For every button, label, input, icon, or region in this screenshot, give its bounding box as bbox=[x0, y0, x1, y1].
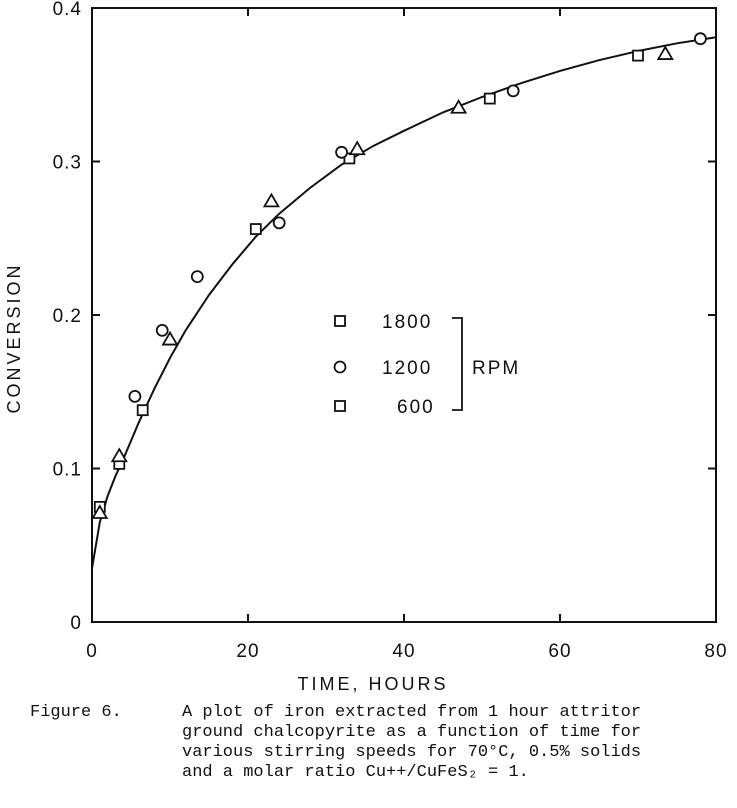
legend-entry-600: 600 bbox=[334, 397, 435, 418]
point-triangle-600 bbox=[450, 98, 468, 114]
y-tick-label: 0.1 bbox=[53, 460, 82, 481]
point-square-1800 bbox=[632, 49, 644, 62]
fit-curve bbox=[91, 36, 717, 569]
x-tick-label: 60 bbox=[548, 641, 571, 662]
legend-marker-circle bbox=[333, 360, 347, 374]
point-triangle-600 bbox=[656, 45, 674, 60]
legend-label-1800: 1800 bbox=[382, 312, 432, 333]
x-tick-label: 0 bbox=[86, 641, 98, 662]
point-circle-1200 bbox=[155, 323, 169, 337]
y-axis-label: CONVERSION bbox=[4, 262, 24, 413]
conversion-chart: 0 20 40 60 80 0 0.1 0.2 0.3 0.4 TIME, HOURS CONV… bbox=[4, 0, 727, 694]
caption-figure-number: Figure 6. bbox=[30, 703, 122, 722]
legend-entry-1800: 1800 bbox=[334, 312, 432, 333]
caption-text: and a molar ratio Cu++/CuFeS₂ = 1. bbox=[182, 763, 529, 782]
y-tick-label: 0.3 bbox=[53, 153, 82, 174]
caption-line: and a molar ratio Cu++/CuFeS₂ = 1. bbox=[30, 763, 735, 783]
point-triangle-600 bbox=[348, 140, 366, 156]
legend-marker-600 bbox=[334, 400, 346, 412]
legend-entry-1200: 1200 bbox=[333, 358, 432, 379]
point-circle-1200 bbox=[272, 216, 286, 230]
x-tick-label: 80 bbox=[704, 641, 727, 662]
caption-line: Figure 6. A plot of iron extracted from … bbox=[30, 703, 735, 723]
point-triangle-600 bbox=[161, 330, 179, 346]
legend-bracket bbox=[452, 317, 463, 411]
point-square-1800 bbox=[483, 92, 496, 105]
data-markers bbox=[91, 32, 707, 519]
point-circle-1200 bbox=[506, 84, 520, 98]
point-circle-1200 bbox=[335, 145, 349, 159]
point-circle-1200 bbox=[694, 32, 707, 46]
caption-indent bbox=[30, 763, 182, 783]
point-triangle-600 bbox=[262, 192, 280, 208]
legend-label-600: 600 bbox=[397, 397, 435, 418]
legend: 1800 1200 600 RPM bbox=[333, 312, 520, 418]
y-axis-ticks: 0 0.1 0.2 0.3 0.4 bbox=[53, 0, 716, 634]
point-square-1800 bbox=[136, 404, 149, 417]
caption-line: ground chalcopyrite as a function of tim… bbox=[30, 723, 735, 743]
caption-text: A plot of iron extracted from 1 hour att… bbox=[182, 703, 642, 722]
point-circle-1200 bbox=[128, 389, 142, 403]
x-axis-label: TIME, HOURS bbox=[297, 674, 448, 694]
point-square-1800 bbox=[249, 223, 262, 235]
point-triangle-600 bbox=[110, 447, 128, 463]
y-tick-label: 0.4 bbox=[53, 0, 82, 20]
y-tick-label: 0.2 bbox=[53, 306, 82, 327]
y-tick-label: 0 bbox=[70, 613, 82, 634]
caption-indent bbox=[30, 743, 182, 763]
legend-marker-square bbox=[334, 315, 346, 327]
figure-caption: Figure 6. A plot of iron extracted from … bbox=[30, 703, 735, 783]
point-triangle-600 bbox=[91, 504, 109, 519]
x-tick-label: 40 bbox=[392, 641, 415, 662]
legend-group-label: RPM bbox=[472, 358, 520, 379]
point-circle-1200 bbox=[190, 270, 204, 284]
x-tick-label: 20 bbox=[236, 641, 259, 662]
caption-line: various stirring speeds for 70°C, 0.5% s… bbox=[30, 743, 735, 763]
legend-label-1200: 1200 bbox=[382, 358, 432, 379]
x-axis-ticks: 0 20 40 60 80 bbox=[86, 8, 727, 662]
caption-indent bbox=[30, 723, 182, 743]
caption-text: various stirring speeds for 70°C, 0.5% s… bbox=[182, 743, 642, 762]
caption-text: ground chalcopyrite as a function of tim… bbox=[182, 723, 642, 742]
point-square-1800 bbox=[343, 152, 356, 165]
